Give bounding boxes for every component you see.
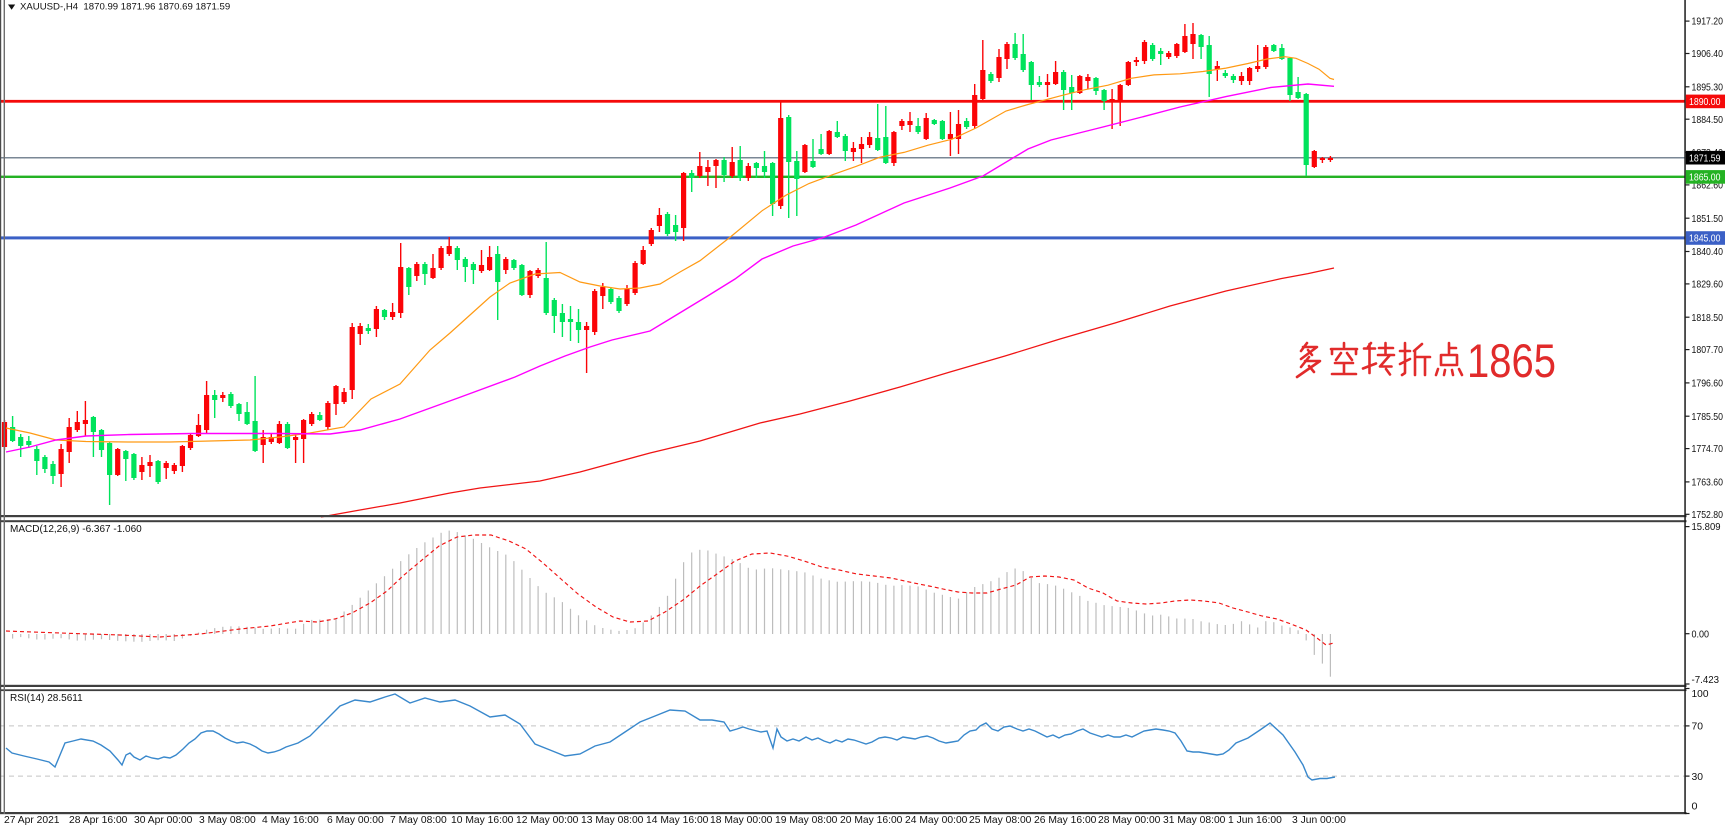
svg-text:1840.40: 1840.40 — [1692, 247, 1724, 258]
svg-text:1785.50: 1785.50 — [1692, 412, 1724, 423]
svg-text:1851.50: 1851.50 — [1692, 214, 1724, 225]
svg-text:27 Apr 2021: 27 Apr 2021 — [4, 815, 60, 826]
svg-text:30: 30 — [1692, 772, 1704, 783]
svg-text:1818.50: 1818.50 — [1692, 313, 1724, 324]
svg-text:1895.30: 1895.30 — [1692, 82, 1724, 93]
svg-text:12 May 00:00: 12 May 00:00 — [516, 815, 579, 826]
svg-text:1752.80: 1752.80 — [1692, 510, 1724, 521]
svg-text:100: 100 — [1692, 689, 1709, 700]
svg-text:24 May 00:00: 24 May 00:00 — [905, 815, 968, 826]
svg-text:1871.59: 1871.59 — [1689, 153, 1721, 164]
svg-text:10 May 16:00: 10 May 16:00 — [451, 815, 514, 826]
svg-text:1862.60: 1862.60 — [1692, 181, 1724, 192]
svg-text:1890.00: 1890.00 — [1689, 97, 1721, 108]
svg-text:1865.00: 1865.00 — [1689, 173, 1721, 184]
svg-text:1829.60: 1829.60 — [1692, 280, 1724, 291]
svg-text:26 May 16:00: 26 May 16:00 — [1034, 815, 1097, 826]
svg-text:4 May 16:00: 4 May 16:00 — [262, 815, 319, 826]
svg-text:19 May 08:00: 19 May 08:00 — [775, 815, 838, 826]
svg-text:28 May 00:00: 28 May 00:00 — [1098, 815, 1161, 826]
svg-text:XAUUSD-,H4 1870.99 1871.96 18: XAUUSD-,H4 1870.99 1871.96 1870.69 1871.… — [20, 2, 230, 13]
svg-text:1774.70: 1774.70 — [1692, 444, 1724, 455]
svg-text:25 May 08:00: 25 May 08:00 — [969, 815, 1032, 826]
svg-text:13 May 08:00: 13 May 08:00 — [581, 815, 644, 826]
svg-text:18 May 00:00: 18 May 00:00 — [710, 815, 773, 826]
svg-text:20 May 16:00: 20 May 16:00 — [840, 815, 903, 826]
svg-text:14 May 16:00: 14 May 16:00 — [646, 815, 709, 826]
svg-text:1763.60: 1763.60 — [1692, 478, 1724, 489]
svg-text:7 May 08:00: 7 May 08:00 — [390, 815, 447, 826]
svg-text:1884.50: 1884.50 — [1692, 115, 1724, 126]
svg-text:-7.423: -7.423 — [1692, 675, 1720, 686]
svg-text:1 Jun 16:00: 1 Jun 16:00 — [1228, 815, 1282, 826]
svg-text:31 May 08:00: 31 May 08:00 — [1163, 815, 1226, 826]
svg-text:6 May 00:00: 6 May 00:00 — [327, 815, 384, 826]
svg-text:3 Jun 00:00: 3 Jun 00:00 — [1292, 815, 1346, 826]
svg-text:15.809: 15.809 — [1692, 522, 1721, 533]
svg-text:70: 70 — [1692, 722, 1704, 733]
svg-text:1796.60: 1796.60 — [1692, 379, 1724, 390]
svg-text:RSI(14) 28.5611: RSI(14) 28.5611 — [10, 693, 83, 704]
svg-text:1917.20: 1917.20 — [1692, 17, 1724, 28]
svg-text:3 May 08:00: 3 May 08:00 — [199, 815, 256, 826]
svg-text:1845.00: 1845.00 — [1689, 234, 1721, 245]
svg-text:0: 0 — [1692, 802, 1698, 813]
svg-text:28 Apr 16:00: 28 Apr 16:00 — [69, 815, 128, 826]
svg-text:1865: 1865 — [1467, 334, 1556, 387]
svg-text:MACD(12,26,9) -6.367 -1.060: MACD(12,26,9) -6.367 -1.060 — [10, 524, 142, 535]
svg-text:0.00: 0.00 — [1692, 629, 1710, 640]
svg-text:1807.70: 1807.70 — [1692, 345, 1724, 356]
svg-text:1906.40: 1906.40 — [1692, 49, 1724, 60]
svg-text:30 Apr 00:00: 30 Apr 00:00 — [134, 815, 193, 826]
